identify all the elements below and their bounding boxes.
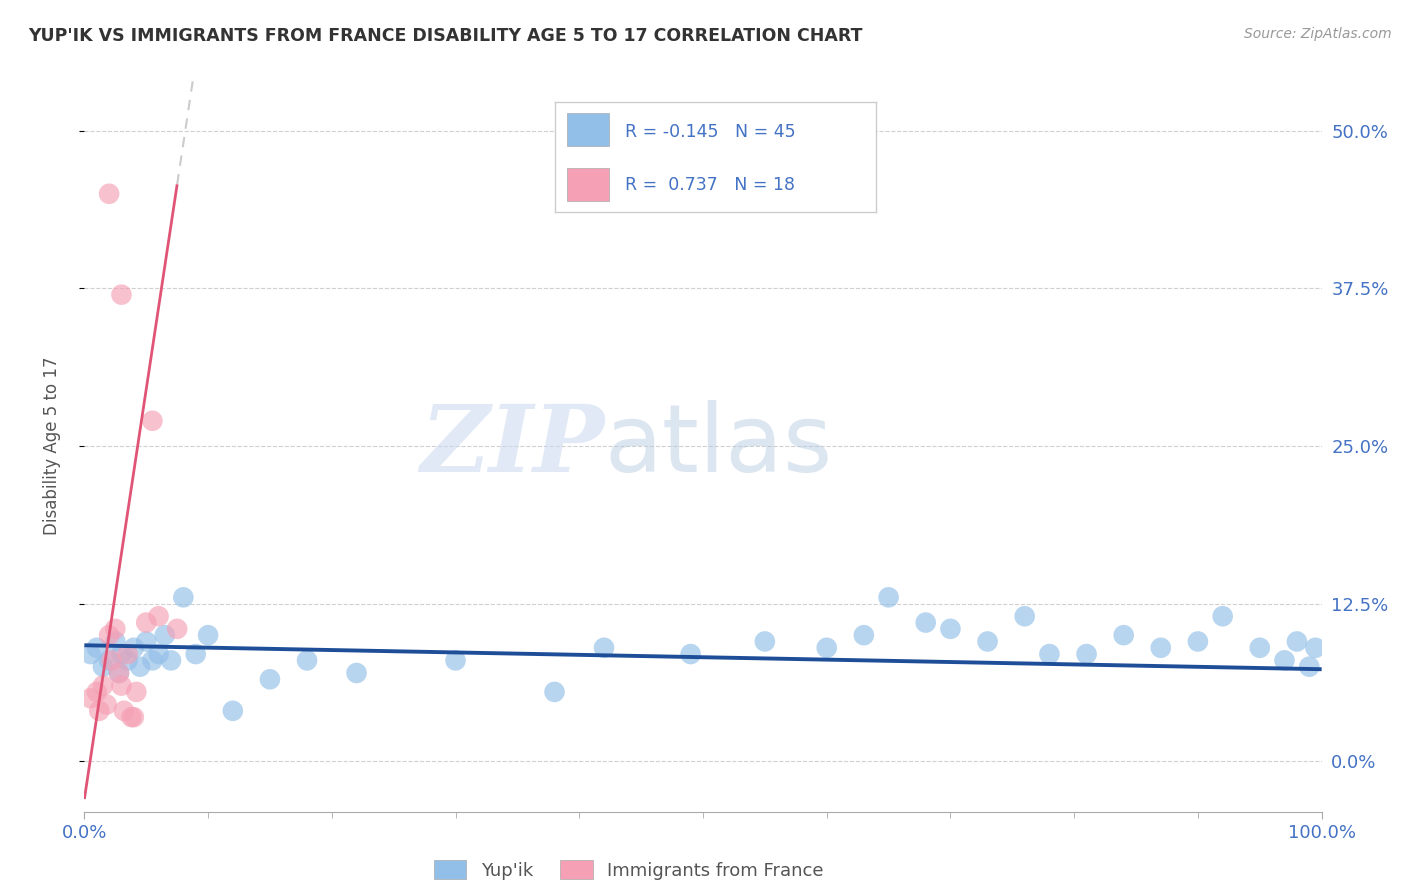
Point [108,665,131,680]
Point [914,615,936,630]
Point [160,653,183,667]
Point [259,673,281,687]
Point [593,640,616,655]
Point [108,665,131,680]
Point [98,653,121,667]
Point [79,691,101,706]
Point [184,647,207,661]
Point [939,622,962,636]
Point [141,414,163,428]
Point [1112,628,1135,642]
Point [1305,640,1327,655]
Point [112,704,135,718]
Legend: Yup'ik, Immigrants from France: Yup'ik, Immigrants from France [426,853,831,887]
Point [1150,640,1173,655]
Point [1014,609,1036,624]
Point [877,591,900,605]
Point [98,186,121,201]
Point [1249,640,1271,655]
Point [197,628,219,642]
Point [543,685,565,699]
Point [91,659,114,673]
Point [1285,634,1308,648]
Text: atlas: atlas [605,400,832,492]
Point [172,591,194,605]
Point [1076,647,1098,661]
Point [815,640,838,655]
Point [104,634,127,648]
Point [86,685,108,699]
Point [148,609,170,624]
Point [1274,653,1296,667]
Point [98,628,121,642]
Point [89,704,111,718]
Point [754,634,776,648]
Point [129,659,152,673]
Point [104,622,127,636]
Point [444,653,467,667]
Point [86,640,108,655]
Point [91,679,114,693]
Point [1298,659,1320,673]
Point [122,640,145,655]
Point [110,647,132,661]
Point [135,634,157,648]
Point [117,647,139,661]
Point [852,628,875,642]
Point [1212,609,1234,624]
Point [141,653,163,667]
Point [1038,647,1060,661]
Point [135,615,157,630]
Point [148,647,170,661]
Point [96,698,118,712]
Text: Source: ZipAtlas.com: Source: ZipAtlas.com [1244,27,1392,41]
Point [117,653,139,667]
Point [222,704,245,718]
Point [110,287,132,301]
Point [122,710,145,724]
Y-axis label: Disability Age 5 to 17: Disability Age 5 to 17 [42,357,60,535]
Point [679,647,702,661]
Point [79,647,101,661]
Point [153,628,176,642]
Point [166,622,188,636]
Text: ZIP: ZIP [420,401,605,491]
Point [125,685,148,699]
Point [1187,634,1209,648]
Point [100,653,122,667]
Point [110,679,132,693]
Point [976,634,998,648]
Text: YUP'IK VS IMMIGRANTS FROM FRANCE DISABILITY AGE 5 TO 17 CORRELATION CHART: YUP'IK VS IMMIGRANTS FROM FRANCE DISABIL… [28,27,863,45]
Point [120,710,142,724]
Point [346,665,368,680]
Point [295,653,318,667]
